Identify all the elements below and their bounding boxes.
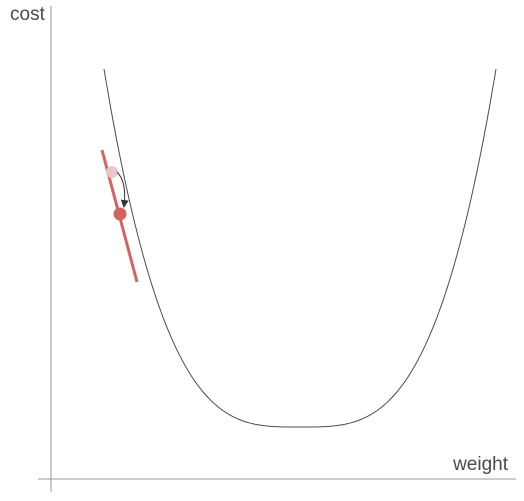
- cost-curve: [103, 68, 497, 428]
- step-arrow: [116, 171, 129, 208]
- current-point: [113, 207, 127, 221]
- y-axis-label: cost: [10, 4, 45, 25]
- previous-point: [106, 166, 118, 178]
- x-axis-label: weight: [453, 454, 508, 475]
